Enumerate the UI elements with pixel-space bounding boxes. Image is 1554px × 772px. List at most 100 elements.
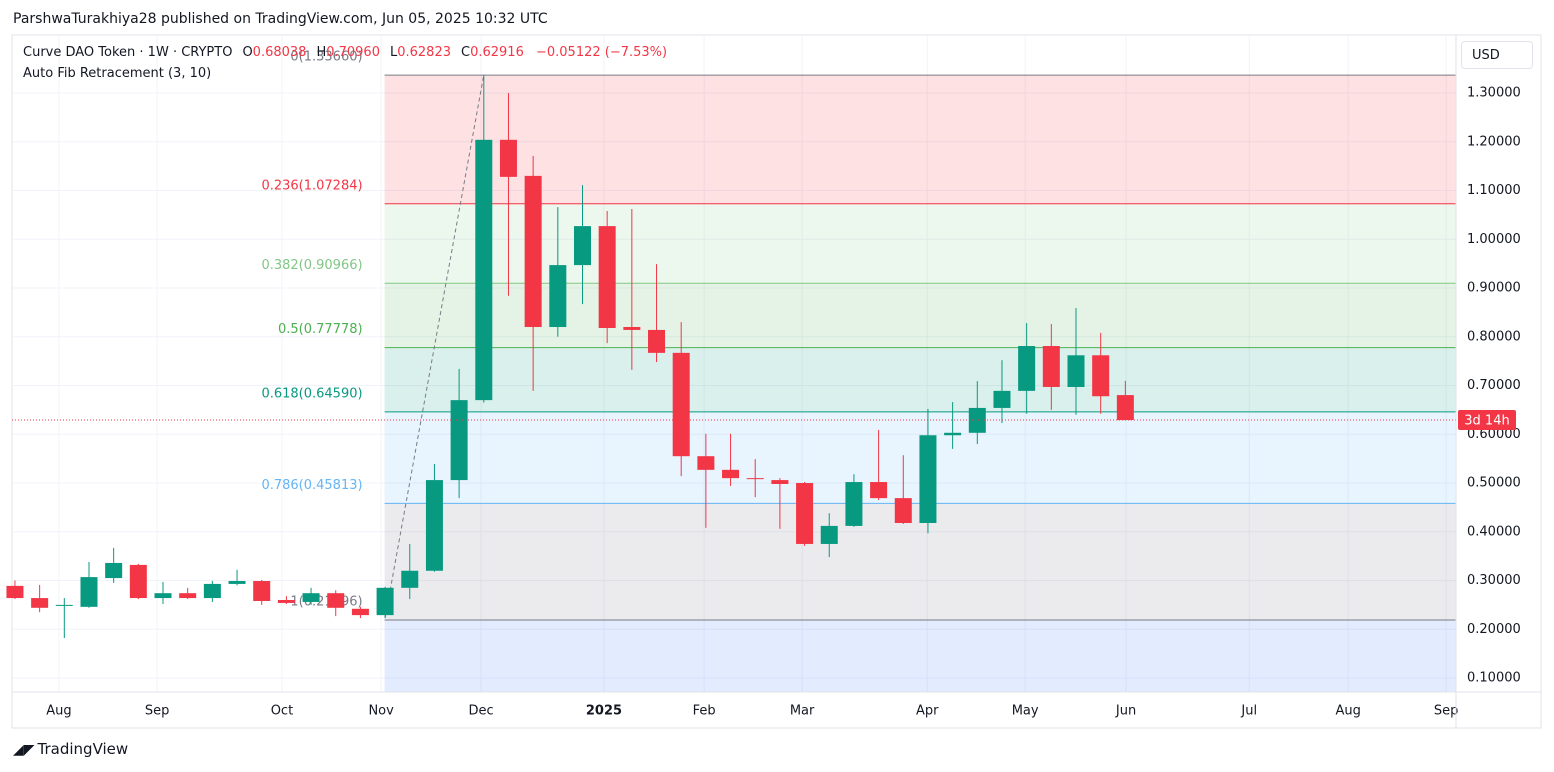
candle-body <box>203 583 221 599</box>
candle-body <box>302 593 320 602</box>
legend-value: 0.62916 <box>470 45 524 60</box>
footer-text: TradingView <box>37 740 129 758</box>
y-tick-label: 0.60000 <box>1467 427 1521 442</box>
x-tick-label: Oct <box>271 704 293 719</box>
candle-body <box>549 265 567 328</box>
fib-label: 0.382(0.90966) <box>261 258 362 273</box>
fib-trend-line <box>384 74 485 619</box>
candle-body <box>475 139 493 401</box>
y-tick-label: 1.20000 <box>1467 134 1521 149</box>
y-tick-label: 0.20000 <box>1467 622 1521 637</box>
x-tick-label: Aug <box>46 704 71 719</box>
y-tick-label: 0.40000 <box>1467 524 1521 539</box>
legend-value: 0.68038 <box>252 45 307 60</box>
candle-body <box>722 469 740 479</box>
candle-body <box>573 226 591 266</box>
candle-body <box>55 604 73 606</box>
candle-body <box>499 139 517 177</box>
candle-body <box>894 498 912 523</box>
fib-label: 0.786(0.45813) <box>261 478 362 493</box>
fib-label: 1(0.21896) <box>290 595 362 610</box>
candle-body <box>327 593 345 608</box>
candle-body <box>1042 346 1060 387</box>
candle-body <box>968 407 986 433</box>
x-tick-label: May <box>1012 704 1039 719</box>
candle-body <box>697 456 715 470</box>
candle-body <box>1067 355 1085 387</box>
x-tick-label: Sep <box>145 704 170 719</box>
candle-body <box>820 525 838 544</box>
legend: Curve DAO Token · 1W · CRYPTO O0.68038 H0.… <box>23 45 667 60</box>
candle-body <box>351 608 369 616</box>
footer-logo: ◢◤ TradingView <box>13 740 129 758</box>
candle-body <box>376 587 394 616</box>
x-tick-label: Dec <box>468 704 493 719</box>
candle-body <box>1018 346 1036 391</box>
candle-body <box>179 593 197 599</box>
candle-body <box>648 329 666 353</box>
y-tick-label: 1.30000 <box>1467 86 1521 101</box>
candle-body <box>944 432 962 436</box>
candle-body <box>771 480 789 484</box>
legend-key: H <box>316 45 327 60</box>
candle-body <box>401 570 419 588</box>
x-tick-label: Feb <box>693 704 716 719</box>
currency-button[interactable]: USD <box>1461 41 1533 69</box>
y-tick-label: 0.50000 <box>1467 476 1521 491</box>
candle-body <box>845 482 863 526</box>
x-tick-label: Mar <box>790 704 815 719</box>
fib-label: 0.5(0.77778) <box>278 322 363 337</box>
x-tick-label: Nov <box>368 704 394 719</box>
fib-zone <box>384 203 1456 284</box>
x-tick-label: Apr <box>916 704 939 719</box>
candle-body <box>6 585 24 599</box>
y-tick-label: 0.80000 <box>1467 329 1521 344</box>
x-tick-label: Sep <box>1434 704 1459 719</box>
candle-body <box>623 327 641 330</box>
candle-body <box>524 175 542 328</box>
y-tick-label: 1.00000 <box>1467 232 1521 247</box>
candle-body <box>425 480 443 571</box>
candle-body <box>919 435 937 523</box>
legend-title: Curve DAO Token · 1W · CRYPTO <box>23 45 233 60</box>
legend-change: −0.05122 (−7.53%) <box>535 45 668 60</box>
candle-body <box>253 580 271 601</box>
legend-key: C <box>461 45 471 60</box>
y-tick-label: 1.10000 <box>1467 183 1521 198</box>
fib-zone <box>384 347 1456 412</box>
candle-body <box>228 580 246 584</box>
legend-value: 0.70960 <box>326 45 380 60</box>
fib-label: 0.236(1.07284) <box>261 178 362 193</box>
x-tick-label: Jun <box>1115 704 1136 719</box>
candle-body <box>450 400 468 481</box>
y-tick-label: 0.30000 <box>1467 573 1521 588</box>
y-tick-label: 0.90000 <box>1467 281 1521 296</box>
legend-key: L <box>389 45 398 60</box>
x-tick-label: 2025 <box>586 704 622 719</box>
x-tick-label: Aug <box>1335 704 1360 719</box>
candle-body <box>129 564 147 599</box>
candle-body <box>870 482 888 499</box>
fib-label: 0(1.33660) <box>290 50 362 65</box>
candle-body <box>598 226 616 328</box>
countdown-tag <box>1458 410 1516 431</box>
countdown-label: 3d 14h <box>1464 414 1509 429</box>
indicator-label: Auto Fib Retracement (3, 10) <box>23 66 212 81</box>
candle-body <box>277 600 295 603</box>
chart-frame <box>11 34 1542 729</box>
candle-body <box>746 478 764 480</box>
legend-key: O <box>242 45 253 60</box>
legend-value: 0.62823 <box>397 45 451 60</box>
candle-body <box>672 352 690 457</box>
candle-body <box>796 483 814 544</box>
x-tick-label: Jul <box>1240 704 1257 719</box>
y-tick-label: 0.10000 <box>1467 671 1521 686</box>
candle-body <box>80 577 98 607</box>
candle-body <box>105 562 123 579</box>
fib-zone <box>384 620 1456 692</box>
candle-body <box>1116 395 1134 421</box>
y-tick-label: 0.70000 <box>1467 378 1521 393</box>
candle-body <box>993 390 1011 408</box>
